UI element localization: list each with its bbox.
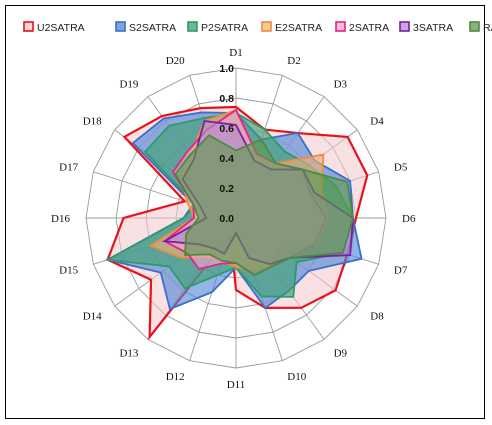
spoke-label-d11: D11 [227,379,246,391]
spoke-label-d12: D12 [166,371,185,383]
radial-tick-label: 1.0 [219,63,234,75]
legend: U2SATRA S2SATRA P2SATRA E2SATRA 2SATRA 3SATRA… [23,21,492,34]
legend-label-3satra: 3SATRA [413,22,453,34]
spoke-label-d4: D4 [370,115,384,127]
legend-swatch-ra [469,21,480,32]
spoke-label-d7: D7 [394,264,408,276]
spoke-label-d17: D17 [59,162,78,174]
spoke-label-d9: D9 [334,347,348,359]
spoke-label-d3: D3 [334,79,348,91]
legend-label-2satra: 2SATRA [349,22,389,34]
spoke-label-d18: D18 [83,115,102,127]
spoke-label-d15: D15 [59,264,78,276]
legend-label-p2satra: P2SATRA [201,22,248,34]
spoke-label-d2: D2 [287,55,300,67]
spoke-label-d20: D20 [166,55,185,67]
series-area-ra [174,134,354,277]
spoke-label-d1: D1 [229,47,242,59]
radar-series [104,105,369,341]
legend-swatch-u2satra [23,21,34,32]
legend-swatch-s2satra [115,21,126,32]
legend-swatch-p2satra [187,21,198,32]
radial-tick-label: 0.6 [219,123,234,135]
spoke-label-d8: D8 [370,311,384,323]
spoke-label-d19: D19 [119,79,138,91]
legend-label-s2satra: S2SATRA [129,22,176,34]
radial-ticks: 0.0 0.2 0.4 0.6 0.8 1.0 [219,63,234,225]
legend-swatch-3satra [399,21,410,32]
legend-swatch-e2satra [261,21,272,32]
legend-label-ra: RA [483,22,492,34]
spoke-label-d16: D16 [51,213,70,225]
spoke-label-d13: D13 [119,347,138,359]
radial-tick-label: 0.8 [219,93,234,105]
radial-tick-label: 0.4 [219,153,234,165]
radial-tick-label: 0.0 [219,213,234,225]
spoke-label-d6: D6 [402,213,416,225]
spoke-labels: D1 D2 D3 D4 D5 D6 D7 D8 D9 D10 D11 D12 D13 D14 D15 D16 D… [51,47,416,391]
spoke-label-d5: D5 [394,162,408,174]
legend-label-e2satra: E2SATRA [275,22,322,34]
spoke-label-d14: D14 [83,311,102,323]
legend-swatch-2satra [335,21,346,32]
radial-tick-label: 0.2 [219,183,234,195]
legend-label-u2satra: U2SATRA [37,22,85,34]
spoke-label-d10: D10 [287,371,306,383]
